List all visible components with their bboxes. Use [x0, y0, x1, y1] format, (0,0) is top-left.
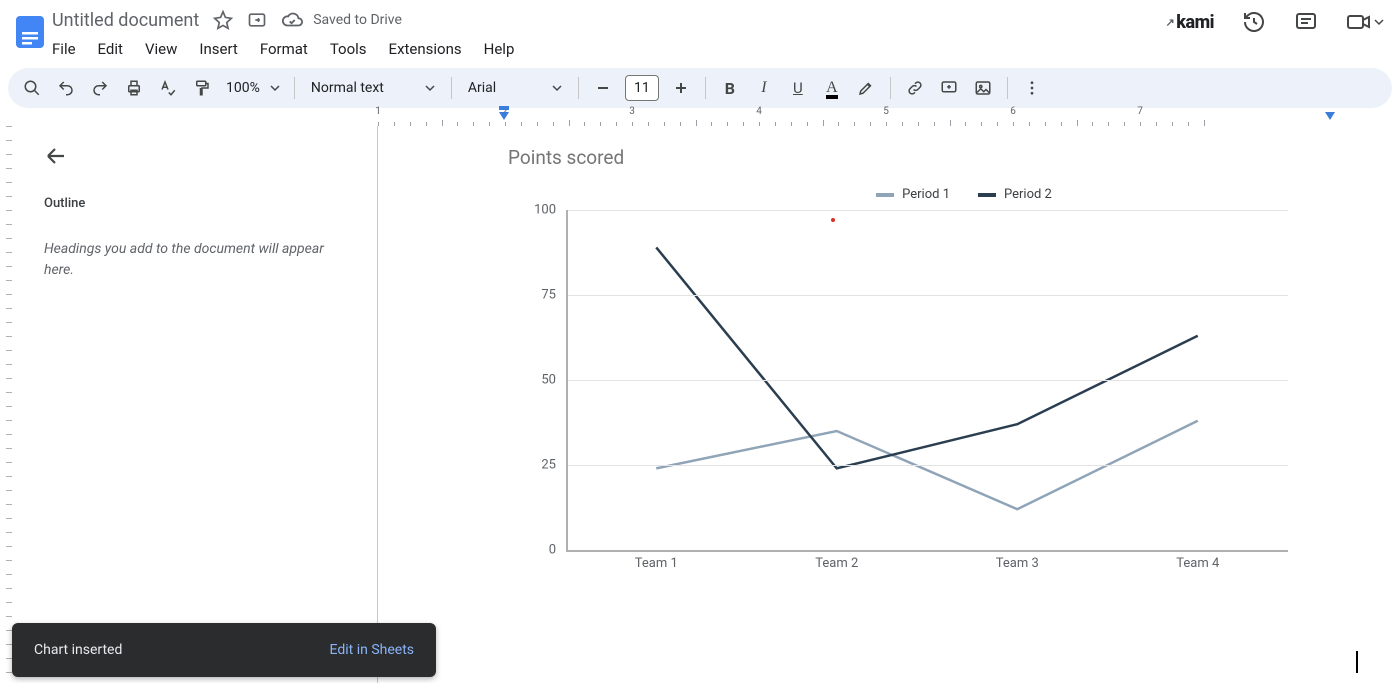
image-button[interactable]	[967, 72, 999, 104]
paragraph-style-select[interactable]: Normal text	[303, 72, 443, 104]
comments-icon[interactable]	[1294, 10, 1318, 34]
highlight-button[interactable]	[850, 72, 882, 104]
caret-down-icon	[1374, 17, 1384, 27]
menu-format[interactable]: Format	[260, 40, 308, 58]
text-color-button[interactable]: A	[816, 72, 848, 104]
caret-down-icon	[425, 83, 435, 93]
menu-file[interactable]: File	[52, 40, 76, 58]
font-size-value: 11	[634, 80, 650, 96]
bold-button[interactable]: B	[714, 72, 746, 104]
menu-bar: File Edit View Insert Format Tools Exten…	[52, 40, 514, 58]
separator	[705, 77, 706, 99]
font-label: Arial	[468, 80, 496, 96]
menu-insert[interactable]: Insert	[199, 40, 237, 58]
zoom-label: 100%	[226, 80, 260, 96]
font-size-input[interactable]: 11	[625, 75, 659, 101]
separator	[1007, 77, 1008, 99]
text-cursor	[1356, 651, 1358, 673]
meet-button[interactable]	[1346, 10, 1384, 34]
menu-view[interactable]: View	[145, 40, 177, 58]
document-page[interactable]: Points scored Period 1Period 2 025507510…	[378, 126, 1400, 683]
separator	[294, 77, 295, 99]
chart-area: 0255075100Team 1Team 2Team 3Team 4	[508, 210, 1288, 580]
font-size-increase[interactable]	[665, 72, 697, 104]
outline-panel: Outline Headings you add to the document…	[18, 126, 378, 683]
document-title[interactable]: Untitled document	[52, 10, 199, 31]
toast-snackbar: Chart inserted Edit in Sheets	[12, 623, 436, 677]
cloud-saved-icon[interactable]	[281, 9, 303, 31]
spellcheck-icon[interactable]	[152, 72, 184, 104]
popout-icon: ↗	[1166, 16, 1175, 29]
font-size-decrease[interactable]	[587, 72, 619, 104]
redo-icon[interactable]	[84, 72, 116, 104]
print-icon[interactable]	[118, 72, 150, 104]
more-icon[interactable]	[1016, 72, 1048, 104]
paragraph-style-label: Normal text	[311, 80, 384, 96]
history-icon[interactable]	[1242, 10, 1266, 34]
font-select[interactable]: Arial	[460, 72, 570, 104]
docs-logo-icon[interactable]	[10, 6, 50, 58]
menu-help[interactable]: Help	[484, 40, 515, 58]
chart-title: Points scored	[508, 146, 1360, 169]
toast-action[interactable]: Edit in Sheets	[330, 642, 414, 658]
menu-extensions[interactable]: Extensions	[389, 40, 462, 58]
zoom-select[interactable]: 100%	[220, 72, 286, 104]
search-icon[interactable]	[16, 72, 48, 104]
saved-status: Saved to Drive	[313, 12, 402, 28]
star-icon[interactable]	[213, 10, 233, 30]
italic-button[interactable]: I	[748, 72, 780, 104]
separator	[451, 77, 452, 99]
caret-down-icon	[270, 83, 280, 93]
title-bar: Untitled document Saved to Drive File Ed…	[0, 0, 1400, 64]
vertical-ruler[interactable]	[0, 126, 18, 683]
kami-extension[interactable]: ↗ kami	[1166, 12, 1214, 33]
outline-hint: Headings you add to the document will ap…	[44, 239, 344, 281]
comment-button[interactable]	[933, 72, 965, 104]
underline-button[interactable]: U	[782, 72, 814, 104]
outline-heading: Outline	[44, 196, 357, 211]
separator	[578, 77, 579, 99]
menu-tools[interactable]: Tools	[330, 40, 367, 58]
separator	[890, 77, 891, 99]
menu-edit[interactable]: Edit	[98, 40, 123, 58]
caret-down-icon	[552, 83, 562, 93]
move-icon[interactable]	[247, 10, 267, 30]
toast-message: Chart inserted	[34, 642, 122, 658]
kami-label: kami	[1176, 12, 1214, 33]
horizontal-ruler[interactable]: 1234567	[0, 108, 1400, 126]
back-arrow-icon[interactable]	[44, 144, 68, 168]
undo-icon[interactable]	[50, 72, 82, 104]
paint-format-icon[interactable]	[186, 72, 218, 104]
link-button[interactable]	[899, 72, 931, 104]
chart-plot	[566, 210, 1288, 550]
toolbar: 100% Normal text Arial 11 B I U A	[8, 68, 1392, 108]
chart-legend: Period 1Period 2	[568, 187, 1360, 202]
